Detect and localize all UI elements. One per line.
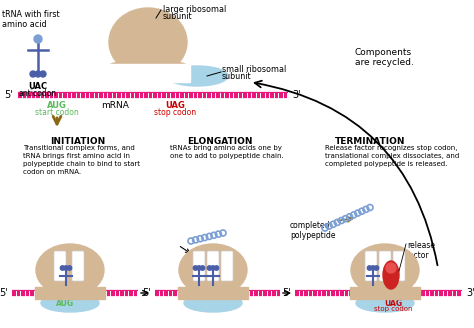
FancyBboxPatch shape [221,251,233,281]
Text: INITIATION: INITIATION [50,137,106,146]
Ellipse shape [351,244,419,296]
Text: AUG: AUG [47,101,67,110]
Bar [35,287,105,299]
Circle shape [64,266,68,270]
FancyBboxPatch shape [54,251,66,281]
Circle shape [201,266,205,270]
Text: stop codon: stop codon [154,108,196,117]
Text: release
factor: release factor [407,241,435,260]
Circle shape [374,266,379,270]
Ellipse shape [386,263,396,273]
Circle shape [207,266,212,270]
Circle shape [211,266,215,270]
Text: 3': 3' [466,288,474,298]
Text: 5': 5' [4,90,13,100]
Circle shape [371,266,375,270]
Text: large ribosomal: large ribosomal [163,5,226,14]
Circle shape [60,266,64,270]
FancyBboxPatch shape [207,251,219,281]
Text: tRNAs bring amino acids one by
one to add to polypeptide chain.: tRNAs bring amino acids one by one to ad… [170,145,284,159]
Text: UAG: UAG [165,101,185,110]
Ellipse shape [41,294,99,312]
Text: mRNA: mRNA [101,101,129,110]
FancyBboxPatch shape [72,251,84,281]
Ellipse shape [166,66,228,86]
Circle shape [35,71,41,77]
Text: 3': 3' [292,90,301,100]
Bar [178,287,248,299]
Text: AUG: AUG [56,299,74,308]
Text: stop codon: stop codon [374,306,412,312]
Text: 5': 5' [142,288,151,298]
Text: Transitional complex forms, and
tRNA brings first amino acid in
polypeptide chai: Transitional complex forms, and tRNA bri… [23,145,140,175]
Text: small ribosomal: small ribosomal [222,65,286,74]
Text: 5': 5' [0,288,8,298]
Text: Release factor recognizes stop codon,
translational complex dissociates, and
com: Release factor recognizes stop codon, tr… [325,145,459,167]
Circle shape [367,266,372,270]
Text: UAC: UAC [28,82,47,91]
FancyArrowPatch shape [255,81,438,265]
Bar [350,287,420,299]
Text: UAG: UAG [384,299,402,308]
Text: TERMINATION: TERMINATION [335,137,405,146]
FancyBboxPatch shape [393,251,405,281]
Ellipse shape [383,261,399,289]
Bar [106,64,190,82]
Text: subunit: subunit [163,12,192,21]
FancyBboxPatch shape [193,251,205,281]
Text: Components
are recycled.: Components are recycled. [355,48,414,67]
Text: anticodon: anticodon [19,89,57,98]
Text: ELONGATION: ELONGATION [187,137,253,146]
Circle shape [193,266,198,270]
Ellipse shape [179,244,247,296]
FancyBboxPatch shape [365,251,377,281]
Circle shape [197,266,201,270]
Text: subunit: subunit [222,72,252,81]
Ellipse shape [356,294,414,312]
Ellipse shape [36,244,104,296]
Circle shape [214,266,219,270]
Circle shape [67,266,72,270]
Circle shape [40,71,46,77]
Ellipse shape [109,8,187,76]
Text: UAC: UAC [62,290,78,296]
Text: completed
polypeptide: completed polypeptide [290,221,336,240]
FancyBboxPatch shape [379,251,391,281]
Circle shape [34,35,42,43]
Text: 5': 5' [282,288,291,298]
Circle shape [30,71,36,77]
Ellipse shape [109,60,187,72]
Ellipse shape [184,294,242,312]
Text: tRNA with first
amino acid: tRNA with first amino acid [2,10,60,30]
Text: start codon: start codon [35,108,79,117]
